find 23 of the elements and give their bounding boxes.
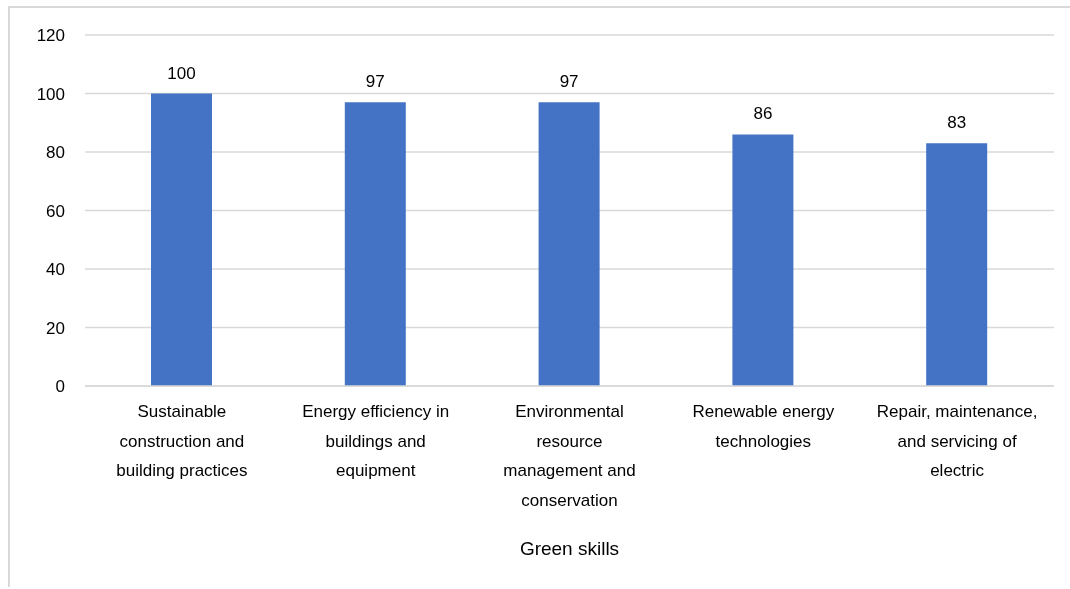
y-tick-label: 0 (55, 377, 65, 397)
y-tick-label: 20 (46, 318, 65, 338)
bar (538, 102, 600, 386)
data-label: 83 (947, 113, 967, 133)
data-label: 100 (167, 63, 196, 83)
data-label: 97 (559, 72, 579, 92)
bar (151, 93, 212, 386)
x-tick-label: Environmental resource management and conservation (503, 402, 636, 510)
x-tick-label: Repair, maintenance, and servicing of electric (876, 402, 1038, 481)
x-tick-label: Renewable energy technologies (692, 402, 835, 451)
bar (926, 143, 988, 386)
x-tick-label: Sustainable construction and building practices (116, 402, 248, 481)
data-label: 86 (753, 104, 773, 124)
bar (732, 134, 794, 386)
y-tick-label: 40 (46, 260, 65, 280)
x-axis-title: Green skills (519, 538, 620, 559)
x-tick-label: Energy efficiency in buildings and equipment (302, 402, 450, 481)
y-tick-label: 60 (46, 201, 65, 221)
y-tick-label: 100 (36, 84, 65, 104)
y-tick-label: 120 (36, 26, 65, 46)
bar (344, 102, 406, 386)
y-tick-label: 80 (46, 143, 65, 163)
data-label: 97 (365, 72, 385, 92)
